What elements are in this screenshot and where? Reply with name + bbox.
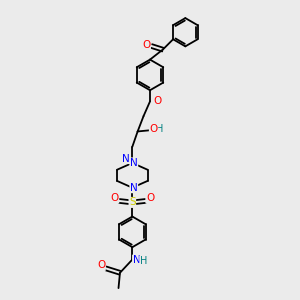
Text: O: O (110, 193, 119, 203)
Text: O: O (142, 40, 150, 50)
Text: N: N (133, 255, 140, 265)
Text: S: S (129, 197, 136, 207)
Text: N: N (122, 154, 130, 164)
Text: N: N (130, 183, 138, 193)
Text: H: H (140, 256, 147, 266)
Text: O: O (146, 193, 154, 203)
Text: O: O (153, 96, 161, 106)
Text: N: N (130, 158, 138, 168)
Text: O: O (97, 260, 105, 270)
Text: O: O (149, 124, 158, 134)
Text: H: H (156, 124, 163, 134)
